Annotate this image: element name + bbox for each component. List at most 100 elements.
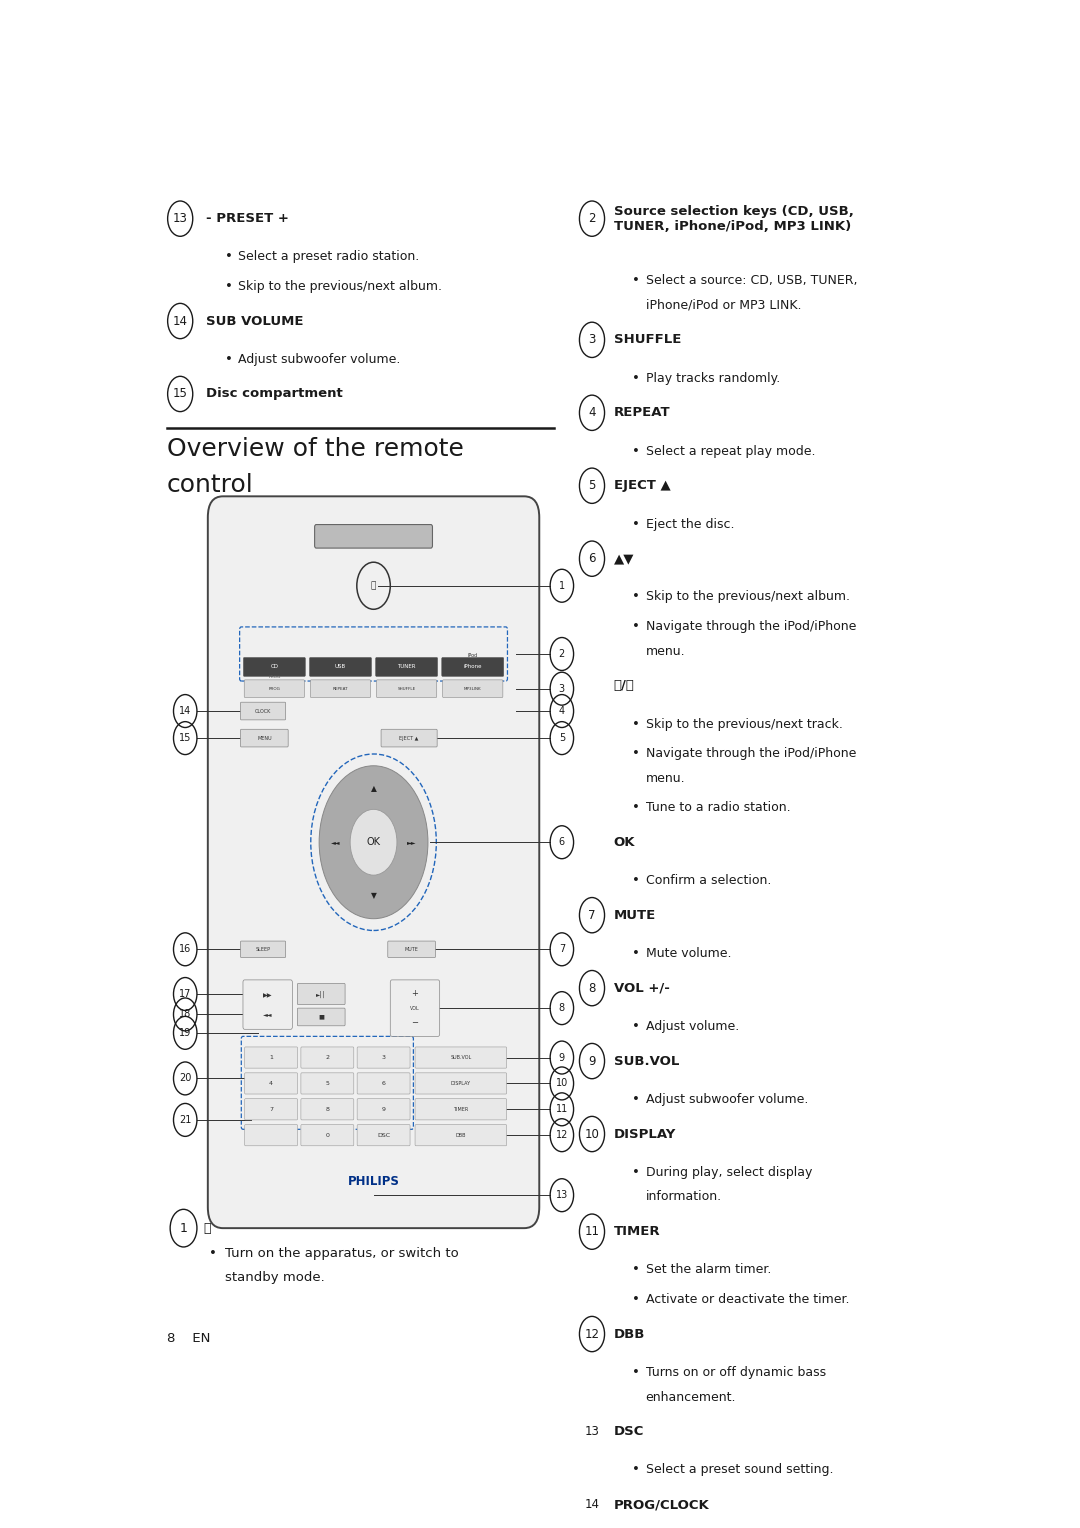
Text: •: • bbox=[632, 1093, 640, 1106]
Text: Turn on the apparatus, or switch to: Turn on the apparatus, or switch to bbox=[226, 1247, 459, 1261]
Text: Source selection keys (CD, USB,
TUNER, iPhone/iPod, MP3 LINK): Source selection keys (CD, USB, TUNER, i… bbox=[613, 205, 853, 232]
Text: PROG/CLOCK: PROG/CLOCK bbox=[613, 1497, 710, 1511]
Text: 2: 2 bbox=[558, 649, 565, 659]
Text: Disc compartment: Disc compartment bbox=[206, 388, 342, 400]
FancyBboxPatch shape bbox=[207, 497, 539, 1229]
FancyBboxPatch shape bbox=[301, 1099, 354, 1120]
FancyBboxPatch shape bbox=[357, 1099, 410, 1120]
FancyBboxPatch shape bbox=[310, 657, 372, 677]
Text: PHILIPS: PHILIPS bbox=[348, 1175, 400, 1187]
FancyBboxPatch shape bbox=[301, 1047, 354, 1068]
Text: 10: 10 bbox=[584, 1128, 599, 1140]
FancyBboxPatch shape bbox=[244, 680, 305, 697]
Text: •: • bbox=[225, 251, 232, 263]
Text: ⏮/⏭: ⏮/⏭ bbox=[613, 680, 635, 692]
Text: 18: 18 bbox=[179, 1010, 191, 1019]
Text: 15: 15 bbox=[173, 388, 188, 400]
Text: 12: 12 bbox=[556, 1131, 568, 1140]
Text: Eject the disc.: Eject the disc. bbox=[646, 518, 734, 530]
Text: MENU: MENU bbox=[257, 735, 272, 741]
Text: ⏻: ⏻ bbox=[370, 581, 376, 590]
Text: 7: 7 bbox=[558, 944, 565, 955]
Text: VOL: VOL bbox=[410, 1005, 420, 1010]
FancyBboxPatch shape bbox=[310, 680, 370, 697]
Text: enhancement.: enhancement. bbox=[646, 1390, 737, 1404]
Text: SUB.VOL: SUB.VOL bbox=[613, 1054, 679, 1068]
Text: 2: 2 bbox=[589, 212, 596, 225]
Text: 14: 14 bbox=[173, 315, 188, 327]
Text: •: • bbox=[632, 1019, 640, 1033]
Text: •: • bbox=[632, 620, 640, 633]
Text: Select a source: CD, USB, TUNER,: Select a source: CD, USB, TUNER, bbox=[646, 274, 858, 287]
Text: Turns on or off dynamic bass: Turns on or off dynamic bass bbox=[646, 1366, 826, 1378]
Text: - PRESET +: - PRESET + bbox=[206, 212, 289, 225]
FancyBboxPatch shape bbox=[241, 941, 285, 958]
Text: •: • bbox=[632, 747, 640, 759]
Text: During play, select display: During play, select display bbox=[646, 1166, 812, 1178]
Text: USB: USB bbox=[335, 665, 346, 669]
Text: ■: ■ bbox=[319, 1015, 324, 1019]
Text: Select a preset sound setting.: Select a preset sound setting. bbox=[646, 1464, 833, 1476]
Text: 6: 6 bbox=[381, 1080, 386, 1086]
Text: DBB: DBB bbox=[613, 1328, 645, 1340]
Text: Navigate through the iPod/iPhone: Navigate through the iPod/iPhone bbox=[646, 747, 856, 759]
Text: •: • bbox=[632, 445, 640, 457]
Text: ►⎮⎮: ►⎮⎮ bbox=[316, 990, 326, 998]
FancyBboxPatch shape bbox=[443, 680, 503, 697]
Text: Tune to a radio station.: Tune to a radio station. bbox=[646, 801, 791, 814]
Text: iPod: iPod bbox=[468, 652, 477, 657]
FancyBboxPatch shape bbox=[245, 1099, 298, 1120]
Text: 9: 9 bbox=[381, 1106, 386, 1112]
FancyBboxPatch shape bbox=[243, 657, 306, 677]
Text: VOL +/-: VOL +/- bbox=[613, 981, 670, 995]
FancyBboxPatch shape bbox=[442, 657, 503, 677]
Text: 12: 12 bbox=[584, 1328, 599, 1340]
FancyBboxPatch shape bbox=[241, 703, 285, 720]
Text: 13: 13 bbox=[584, 1426, 599, 1438]
Text: REPEAT: REPEAT bbox=[333, 686, 348, 691]
Text: SHUFFLE: SHUFFLE bbox=[397, 686, 416, 691]
FancyBboxPatch shape bbox=[245, 1047, 298, 1068]
Text: •: • bbox=[632, 590, 640, 604]
Text: •: • bbox=[632, 1366, 640, 1378]
Text: •: • bbox=[632, 718, 640, 730]
Text: 9: 9 bbox=[589, 1054, 596, 1068]
FancyBboxPatch shape bbox=[297, 1008, 346, 1025]
Text: Set the alarm timer.: Set the alarm timer. bbox=[646, 1264, 771, 1276]
Text: menu.: menu. bbox=[646, 772, 685, 785]
Text: Select a repeat play mode.: Select a repeat play mode. bbox=[646, 445, 815, 457]
Text: ⏻: ⏻ bbox=[204, 1222, 211, 1235]
Text: •: • bbox=[225, 353, 232, 365]
Text: SHUFFLE: SHUFFLE bbox=[613, 333, 681, 347]
Text: ◄◄: ◄◄ bbox=[330, 840, 340, 845]
Text: REPEAT: REPEAT bbox=[613, 406, 671, 419]
Text: 8    EN: 8 EN bbox=[166, 1332, 211, 1345]
Text: •: • bbox=[632, 947, 640, 960]
FancyBboxPatch shape bbox=[376, 657, 437, 677]
Text: DSC: DSC bbox=[377, 1132, 390, 1138]
Text: 8: 8 bbox=[558, 1002, 565, 1013]
FancyBboxPatch shape bbox=[301, 1073, 354, 1094]
Text: •: • bbox=[632, 1166, 640, 1178]
Text: 14: 14 bbox=[584, 1497, 599, 1511]
FancyBboxPatch shape bbox=[390, 979, 440, 1036]
Text: 9: 9 bbox=[558, 1053, 565, 1062]
Text: TIMER: TIMER bbox=[613, 1225, 660, 1238]
Text: 10: 10 bbox=[556, 1079, 568, 1088]
Text: 21: 21 bbox=[179, 1115, 191, 1125]
Text: DISPLAY: DISPLAY bbox=[450, 1080, 471, 1086]
Text: SLEEP: SLEEP bbox=[256, 947, 271, 952]
FancyBboxPatch shape bbox=[241, 729, 288, 747]
Text: •: • bbox=[632, 874, 640, 886]
Text: Confirm a selection.: Confirm a selection. bbox=[646, 874, 771, 886]
Text: 13: 13 bbox=[556, 1190, 568, 1199]
Text: 14: 14 bbox=[179, 706, 191, 717]
Text: •: • bbox=[208, 1247, 216, 1261]
FancyBboxPatch shape bbox=[415, 1125, 507, 1146]
Text: ▲▼: ▲▼ bbox=[613, 552, 634, 565]
Circle shape bbox=[320, 766, 428, 918]
FancyBboxPatch shape bbox=[388, 941, 435, 958]
Text: control: control bbox=[166, 472, 254, 497]
Text: Overview of the remote: Overview of the remote bbox=[166, 437, 463, 461]
FancyBboxPatch shape bbox=[357, 1047, 410, 1068]
